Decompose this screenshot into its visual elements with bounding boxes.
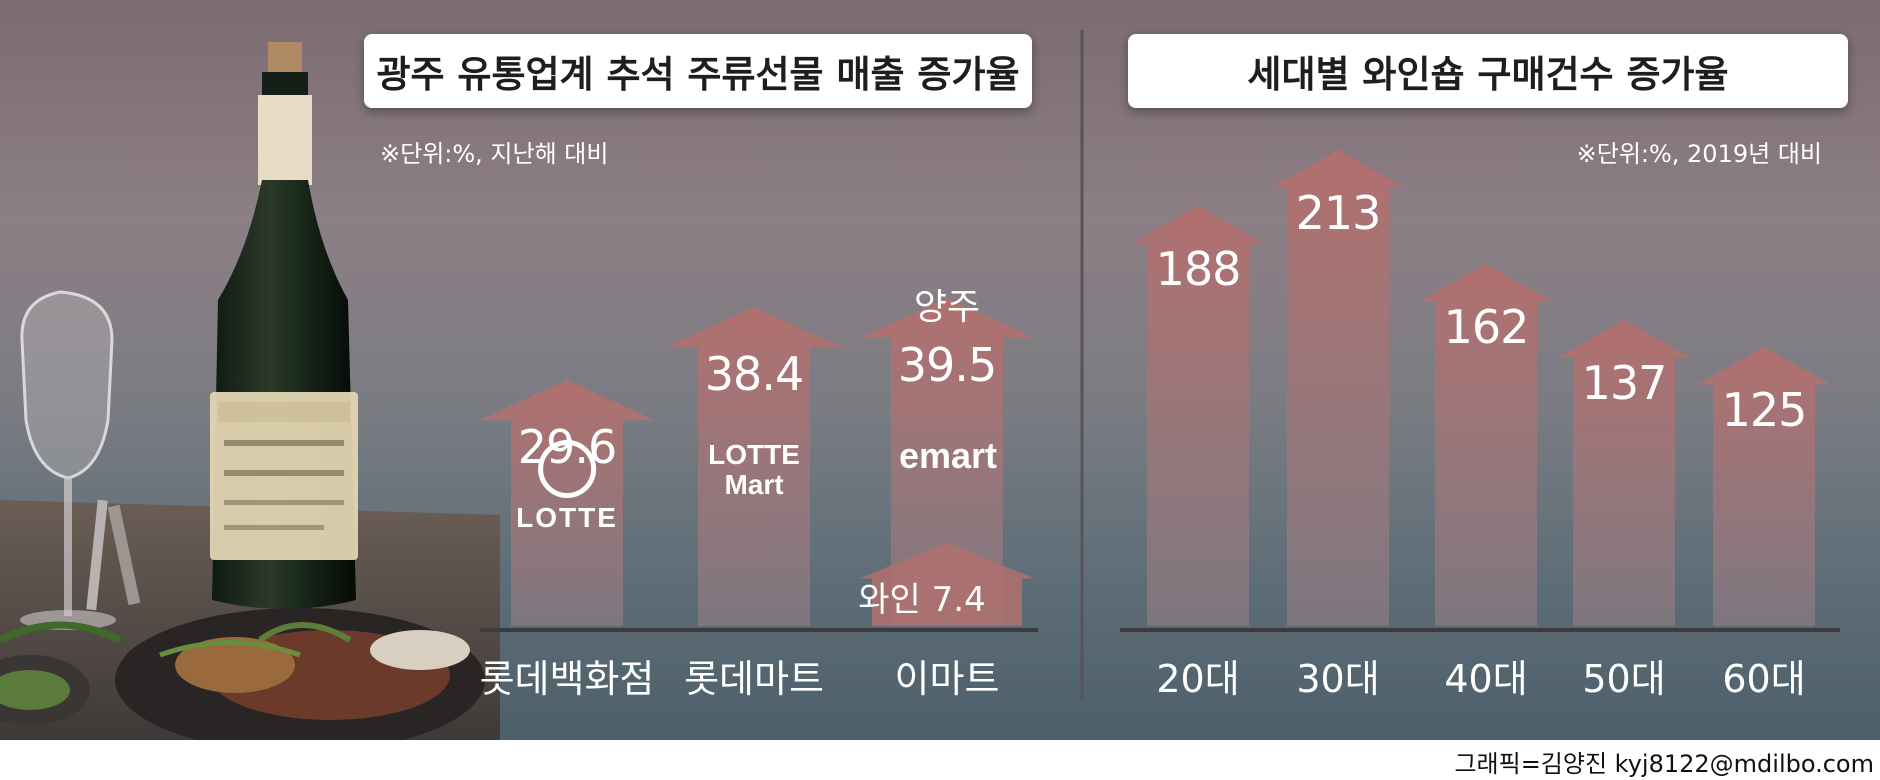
age-group-label-5: 60대 xyxy=(1722,657,1806,701)
sales-arrow-2 xyxy=(666,307,842,626)
right-chart-title: 세대별 와인숍 구매건수 증가율 xyxy=(1128,34,1848,108)
cutlery-image xyxy=(86,499,141,611)
age-group-label-4: 50대 xyxy=(1582,657,1666,701)
generation-arrow-3 xyxy=(1419,263,1553,626)
age-group-label-3: 40대 xyxy=(1444,657,1528,701)
emart-logo: emart xyxy=(898,435,998,476)
generation-value-label-3: 162 xyxy=(1443,299,1530,354)
generation-value-label-1: 188 xyxy=(1155,241,1242,296)
generation-value-label-5: 125 xyxy=(1721,382,1808,437)
wine-bottle-image xyxy=(210,42,358,609)
store-label-3: 이마트 xyxy=(894,657,1000,701)
store-label-1: 롯데백화점 xyxy=(479,657,655,701)
wine-sublabel: 와인 7.4 xyxy=(858,580,986,620)
steak-plate-image xyxy=(0,608,485,740)
sales-arrow-1 xyxy=(479,380,655,626)
generation-value-label-4: 137 xyxy=(1581,355,1668,410)
generation-value-label-2: 213 xyxy=(1295,186,1382,240)
right-unit-note: ※단위:%, 2019년 대비 xyxy=(1576,140,1822,168)
generation-arrow-4 xyxy=(1557,319,1691,626)
sales-value-label-2: 38.4 xyxy=(704,347,804,402)
age-group-label-1: 20대 xyxy=(1156,657,1240,701)
left-unit-note: ※단위:%, 지난해 대비 xyxy=(380,140,609,168)
graphic-credit: 그래픽=김양진 kyj8122@mdilbo.com xyxy=(1454,750,1874,778)
generation-arrow-5 xyxy=(1697,346,1831,626)
sales-arrow-3 xyxy=(859,298,1035,626)
lotte-mart-logo: LOTTE Mart xyxy=(708,439,800,500)
wine-glass-image xyxy=(20,290,116,630)
infographic-canvas: 광주 유통업계 추석 주류선물 매출 증가율 세대별 와인숍 구매건수 증가율 … xyxy=(0,0,1880,740)
wine-arrow xyxy=(859,542,1035,626)
sales-value-label-3: 39.5 xyxy=(897,338,997,392)
store-label-2: 롯데마트 xyxy=(684,657,824,701)
generation-arrow-2 xyxy=(1271,150,1405,626)
lotte-emblem-icon xyxy=(537,440,596,498)
left-chart-title: 광주 유통업계 추석 주류선물 매출 증가율 xyxy=(364,34,1032,108)
lotte-logo: LOTTE xyxy=(516,440,618,534)
generation-arrow-1 xyxy=(1131,205,1265,627)
background-scene xyxy=(0,30,1840,740)
liquor-sublabel: 양주 xyxy=(913,287,981,328)
age-group-label-2: 30대 xyxy=(1296,657,1380,701)
